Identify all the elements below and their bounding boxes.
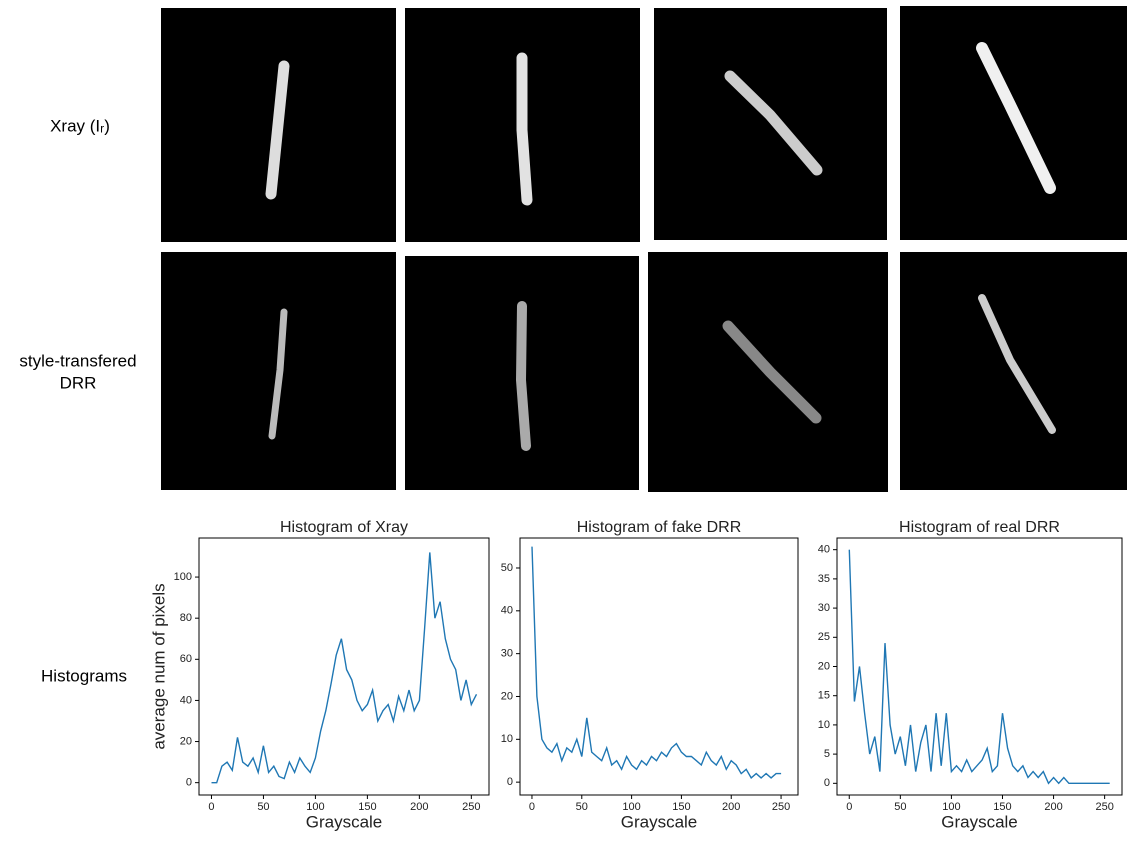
x-tick-label: 200 [722, 801, 740, 813]
y-tick-label: 10 [818, 719, 830, 731]
bone [722, 320, 822, 424]
x-tick-label: 150 [672, 801, 690, 813]
y-tick-label: 60 [180, 653, 192, 665]
bone [515, 301, 531, 451]
y-tick-label: 20 [180, 735, 192, 747]
y-tick-label: 25 [818, 631, 830, 643]
y-tick-label: 0 [507, 776, 513, 788]
y-axis-label: average num of pixels [149, 583, 168, 749]
y-tick-label: 30 [818, 602, 830, 614]
histogram-line [211, 552, 478, 784]
histogram-line [848, 549, 1110, 785]
x-tick-label: 200 [1044, 801, 1062, 813]
y-tick-label: 100 [174, 571, 192, 583]
y-tick-label: 40 [180, 694, 192, 706]
y-tick-label: 5 [824, 748, 830, 760]
x-axis-label: Grayscale [306, 812, 383, 831]
x-axis-label: Grayscale [941, 812, 1018, 831]
y-tick-label: 20 [818, 660, 830, 672]
image-grid [161, 6, 1127, 492]
y-tick-label: 15 [818, 690, 830, 702]
y-tick-label: 0 [186, 777, 192, 789]
x-tick-label: 0 [529, 801, 535, 813]
x-tick-label: 0 [208, 801, 214, 813]
y-tick-label: 30 [501, 648, 513, 660]
x-tick-label: 50 [894, 801, 906, 813]
y-tick-label: 80 [180, 612, 192, 624]
chart-title: Histogram of real DRR [899, 519, 1060, 536]
bone [265, 60, 290, 200]
bone [978, 294, 1056, 434]
x-tick-label: 100 [306, 801, 324, 813]
chart-title: Histogram of fake DRR [577, 519, 742, 536]
y-tick-label: 10 [501, 733, 513, 745]
plot-frame [836, 537, 1123, 796]
histogram-line [531, 546, 782, 779]
x-tick-label: 50 [257, 801, 269, 813]
x-tick-label: 200 [410, 801, 428, 813]
x-axis-label: Grayscale [621, 812, 698, 831]
plot-frame [519, 537, 799, 796]
x-tick-label: 50 [576, 801, 588, 813]
x-tick-label: 100 [942, 801, 960, 813]
chart-title: Histogram of Xray [280, 519, 408, 536]
y-tick-label: 50 [501, 562, 513, 574]
x-tick-label: 0 [846, 801, 852, 813]
x-tick-label: 150 [358, 801, 376, 813]
x-tick-label: 250 [772, 801, 790, 813]
bone [268, 308, 288, 440]
x-tick-label: 250 [1095, 801, 1113, 813]
y-tick-label: 40 [818, 544, 830, 556]
x-tick-label: 100 [622, 801, 640, 813]
bone [516, 52, 533, 206]
row-label: DRR [60, 373, 97, 392]
row-label: Histograms [41, 666, 127, 685]
y-tick-label: 40 [501, 605, 513, 617]
plot-frame [198, 537, 490, 796]
y-tick-label: 35 [818, 573, 830, 585]
y-tick-label: 20 [501, 690, 513, 702]
row-label: style-transfered [19, 351, 136, 370]
y-tick-label: 0 [824, 777, 830, 789]
x-tick-label: 150 [993, 801, 1011, 813]
bone [976, 42, 1056, 194]
row-label: Xray (Iᵣ) [50, 116, 110, 135]
bone [724, 70, 823, 176]
x-tick-label: 250 [462, 801, 480, 813]
